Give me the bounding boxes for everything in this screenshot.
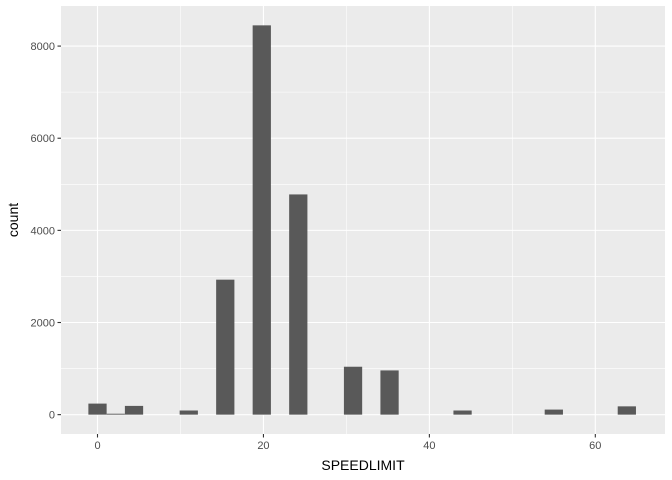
histogram-bar (289, 194, 308, 415)
x-tick-label: 0 (94, 440, 100, 452)
histogram-bar (106, 413, 125, 415)
histogram-bar (252, 25, 271, 415)
y-tick-label: 6000 (31, 133, 55, 145)
y-tick-label: 8000 (31, 41, 55, 53)
histogram-bar (179, 410, 198, 415)
histogram-bars (88, 25, 636, 415)
x-tick-label: 40 (423, 440, 435, 452)
x-tick-label: 20 (257, 440, 269, 452)
histogram-bar (88, 403, 107, 415)
histogram-bar (453, 410, 472, 415)
y-tick-label: 2000 (31, 318, 55, 330)
histogram-bar (544, 409, 563, 415)
y-axis-title: count (5, 203, 21, 237)
y-tick-label: 0 (49, 410, 55, 422)
x-tick-label: 60 (589, 440, 601, 452)
y-tick-label: 4000 (31, 225, 55, 237)
y-axis: 0 2000 4000 6000 8000 (31, 41, 61, 422)
histogram-bar (343, 366, 363, 415)
x-axis: 0 20 40 60 (94, 434, 601, 452)
histogram-bar (216, 279, 235, 415)
minor-gridlines (61, 6, 665, 434)
x-axis-title: SPEEDLIMIT (321, 457, 405, 473)
histogram-bar (380, 370, 399, 415)
histogram-bar (617, 406, 636, 415)
histogram-bar (124, 405, 144, 415)
plot-panel (61, 6, 665, 434)
